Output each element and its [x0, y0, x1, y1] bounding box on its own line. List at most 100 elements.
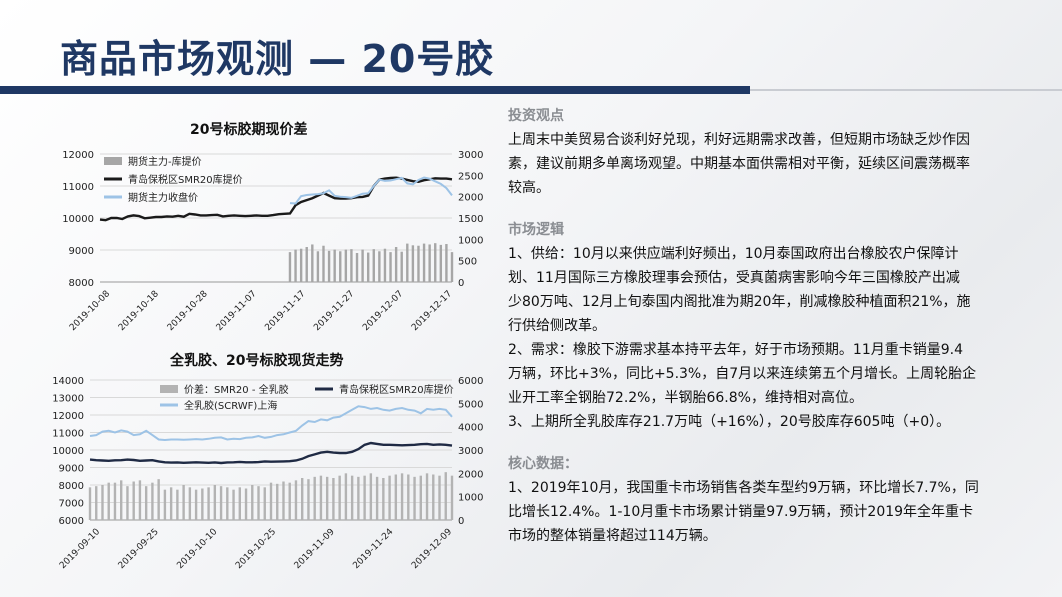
left-tick-label: 8000: [59, 481, 84, 492]
section-line: 1、供给：10月以来供应端利好频出，10月泰国政府出台橡胶农户保障计: [508, 246, 959, 262]
spread-bar: [344, 473, 348, 520]
spread-bar: [382, 478, 385, 520]
spread-bar: [299, 248, 303, 282]
spread-bar: [316, 251, 320, 282]
legend-label: 青岛保税区SMR20库提价: [128, 173, 243, 186]
right-tick-label: 1000: [458, 493, 483, 504]
left-tick-label: 7000: [59, 499, 84, 510]
spread-bar: [151, 482, 154, 520]
right-tick-label: 6000: [458, 376, 483, 387]
section-line: 划、11月国际三方橡胶理事会预估，受真菌病害影响今年三国橡胶产出减: [508, 270, 960, 286]
spread-bar: [372, 249, 375, 282]
spread-bar: [120, 480, 123, 520]
spread-bar: [263, 487, 266, 520]
spread-bar: [411, 245, 415, 282]
x-tick-label: 2019-11-27: [312, 289, 356, 333]
legend-label: 期货主力收盘价: [128, 191, 198, 204]
spread-bar: [282, 481, 285, 520]
section-line: 1、2019年10月，我国重卡市场销售各类车型约9万辆，环比增长7.7%，同: [508, 480, 979, 496]
spread-bar: [332, 478, 335, 520]
spread-bar: [445, 244, 448, 282]
spread-bar: [407, 474, 410, 520]
spread-bar: [375, 476, 379, 520]
series-line-青岛保税区SMR20库提价: [99, 176, 453, 222]
x-tick-label: 2019-10-10: [175, 527, 219, 571]
spread-bar: [413, 476, 416, 520]
spread-bar: [244, 488, 248, 520]
spread-bar: [419, 475, 422, 520]
spread-bar: [101, 485, 104, 520]
spread-bar: [333, 249, 336, 282]
right-tick-label: 3000: [458, 150, 483, 161]
section-line: 业开工率全钢胎72.2%，半钢胎66.8%，维持相对高位。: [508, 390, 863, 406]
spread-bar: [366, 252, 370, 282]
spread-bar: [163, 489, 167, 520]
spread-bar: [383, 248, 387, 282]
chart2-title: 全乳胶、20号标胶现货走势: [170, 353, 344, 369]
spread-bar: [238, 487, 241, 520]
spread-bar: [182, 485, 185, 520]
spread-bar: [169, 487, 173, 520]
x-tick-label: 2019-11-07: [215, 289, 259, 333]
x-tick-label: 2019-11-09: [293, 527, 337, 571]
spread-bar: [400, 473, 404, 520]
spread-bar: [450, 252, 454, 282]
spread-bar: [257, 486, 260, 520]
legend-swatch: [104, 157, 122, 165]
spread-bar: [388, 475, 391, 520]
spread-bar: [363, 475, 366, 520]
spread-bar: [138, 480, 142, 520]
right-tick-label: 1000: [458, 235, 483, 246]
spread-bar: [113, 482, 117, 520]
spread-bar: [319, 475, 323, 520]
spread-bar: [288, 252, 292, 282]
right-tick-label: 500: [458, 257, 477, 268]
x-tick-label: 2019-10-18: [117, 289, 161, 333]
spread-bar: [350, 249, 353, 282]
left-tick-label: 14000: [52, 376, 84, 387]
section-line: 行供给侧改革。: [508, 318, 606, 334]
legend-label: 青岛保税区SMR20库提价: [339, 383, 454, 396]
left-tick-label: 10000: [62, 214, 94, 225]
chart1: 8000 9000 10000 11000 12000 0 500 1000 1500 2000 2…: [62, 150, 483, 333]
section-line: 较高。: [508, 180, 550, 196]
right-tick-label: 2000: [458, 469, 483, 480]
legend-swatch: [160, 385, 178, 393]
x-tick-label: 2019-09-25: [117, 527, 161, 571]
section-heading: 市场逻辑: [508, 222, 564, 238]
section-line: 3、上期所全乳胶库存21.7万吨（+16%），20号胶库存605吨（+0）。: [508, 414, 951, 430]
spread-bar: [378, 251, 381, 282]
spread-bar: [301, 478, 304, 520]
spread-bar: [144, 486, 148, 520]
section-gap: [508, 434, 998, 452]
spread-bar: [339, 251, 342, 282]
section-line: 万辆，环比+3%，同比+5.3%，自7月以来连续第五个月增长。上周轮胎企: [508, 366, 977, 382]
right-tick-label: 1500: [458, 214, 483, 225]
x-tick-label: 2019-11-17: [263, 289, 307, 333]
spread-bar: [327, 250, 331, 282]
section-line: 市场的整体销量将超过114万辆。: [508, 528, 717, 544]
spread-bar: [132, 481, 135, 520]
spread-bar: [394, 474, 398, 520]
spread-bar: [417, 245, 420, 282]
title-underline: [0, 86, 750, 94]
spread-bar: [88, 487, 92, 520]
spread-bar: [107, 482, 110, 520]
spread-bar: [422, 243, 426, 282]
series-line-期货主力收盘价: [289, 176, 453, 205]
spread-bar: [434, 243, 437, 282]
spread-bar: [219, 486, 223, 520]
spread-bar: [201, 488, 204, 520]
spread-bar: [276, 483, 279, 520]
x-tick-label: 2019-12-17: [410, 289, 454, 333]
left-tick-label: 11000: [62, 182, 94, 193]
page-title: 商品市场观测 — 20号胶: [60, 37, 495, 81]
left-tick-label: 9000: [59, 464, 84, 475]
x-tick-label: 2019-10-08: [68, 289, 112, 333]
spread-bar: [344, 249, 348, 282]
spread-bar: [322, 245, 325, 282]
spread-bar: [350, 475, 354, 520]
spread-bar: [338, 475, 341, 520]
chart1-title: 20号标胶期现价差: [190, 122, 308, 138]
x-tick-label: 2019-09-10: [58, 527, 102, 571]
